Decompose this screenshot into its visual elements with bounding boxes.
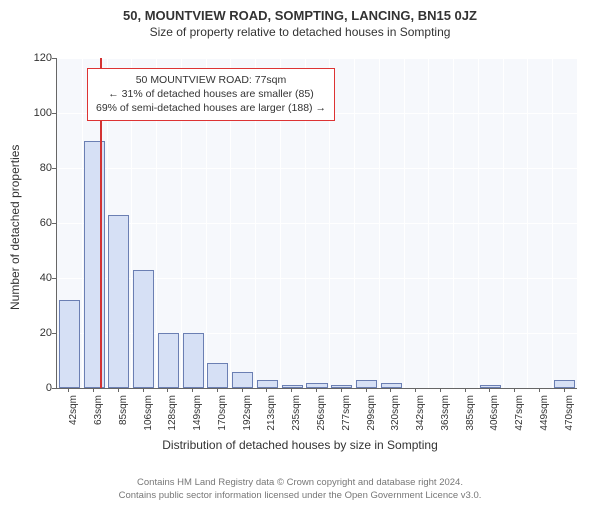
xtick-label: 85sqm [118,395,129,435]
bar [356,380,377,388]
bar [554,380,575,388]
ytick-label: 60 [12,217,52,229]
ytick-mark [52,113,56,114]
gridline-vertical [354,58,355,388]
xtick-label: 149sqm [192,395,203,435]
ytick-label: 80 [12,162,52,174]
xtick-mark [564,388,565,392]
xtick-label: 363sqm [440,395,451,435]
plot-area: 50 MOUNTVIEW ROAD: 77sqm ← 31% of detach… [56,58,577,389]
xtick-label: 406sqm [489,395,500,435]
xtick-label: 427sqm [514,395,525,435]
xtick-label: 385sqm [465,395,476,435]
xtick-mark [440,388,441,392]
xtick-mark [266,388,267,392]
bar [158,333,179,388]
footer-attribution: Contains HM Land Registry data © Crown c… [0,477,600,502]
bar [331,385,352,388]
gridline-vertical [453,58,454,388]
gridline-horizontal [57,223,577,224]
xtick-mark [217,388,218,392]
chart-title-main: 50, MOUNTVIEW ROAD, SOMPTING, LANCING, B… [0,8,600,23]
ytick-label: 40 [12,272,52,284]
xtick-label: 256sqm [316,395,327,435]
bar [183,333,204,388]
ytick-mark [52,58,56,59]
bar [108,215,129,388]
xtick-mark [316,388,317,392]
footer-line2: Contains public sector information licen… [0,490,600,502]
xtick-mark [489,388,490,392]
xtick-label: 299sqm [366,395,377,435]
annotation-line3: 69% of semi-detached houses are larger (… [96,101,326,115]
gridline-vertical [379,58,380,388]
xtick-mark [539,388,540,392]
ytick-mark [52,223,56,224]
ytick-mark [52,168,56,169]
xtick-label: 128sqm [167,395,178,435]
gridline-vertical [82,58,83,388]
xtick-mark [118,388,119,392]
gridline-vertical [503,58,504,388]
xtick-mark [341,388,342,392]
gridline-vertical [428,58,429,388]
ytick-mark [52,278,56,279]
xtick-label: 63sqm [93,395,104,435]
xtick-label: 277sqm [341,395,352,435]
ytick-mark [52,388,56,389]
xtick-label: 213sqm [266,395,277,435]
xtick-label: 170sqm [217,395,228,435]
chart-container: Number of detached properties 50 MOUNTVI… [0,50,600,450]
gridline-vertical [527,58,528,388]
ytick-label: 0 [12,382,52,394]
bar [133,270,154,388]
xtick-mark [167,388,168,392]
xtick-mark [415,388,416,392]
xtick-mark [143,388,144,392]
xtick-mark [291,388,292,392]
xtick-label: 42sqm [68,395,79,435]
gridline-vertical [577,58,578,388]
gridline-vertical [404,58,405,388]
ytick-label: 20 [12,327,52,339]
ytick-mark [52,333,56,334]
xtick-mark [465,388,466,392]
xtick-mark [514,388,515,392]
bar [232,372,253,389]
gridline-horizontal [57,168,577,169]
ytick-label: 120 [12,52,52,64]
xtick-label: 449sqm [539,395,550,435]
gridline-horizontal [57,58,577,59]
xtick-label: 342sqm [415,395,426,435]
bar [59,300,80,388]
x-axis-label: Distribution of detached houses by size … [0,438,600,452]
xtick-mark [366,388,367,392]
gridline-vertical [478,58,479,388]
xtick-label: 106sqm [143,395,154,435]
gridline-vertical [552,58,553,388]
xtick-mark [68,388,69,392]
xtick-label: 320sqm [390,395,401,435]
chart-title-sub: Size of property relative to detached ho… [0,25,600,39]
bar [207,363,228,388]
annotation-line2: ← 31% of detached houses are smaller (85… [96,87,326,101]
xtick-mark [93,388,94,392]
xtick-label: 470sqm [564,395,575,435]
bar [257,380,278,388]
xtick-label: 235sqm [291,395,302,435]
xtick-mark [390,388,391,392]
annotation-line1: 50 MOUNTVIEW ROAD: 77sqm [96,73,326,87]
ytick-label: 100 [12,107,52,119]
xtick-mark [192,388,193,392]
annotation-box: 50 MOUNTVIEW ROAD: 77sqm ← 31% of detach… [87,68,335,121]
xtick-mark [242,388,243,392]
footer-line1: Contains HM Land Registry data © Crown c… [0,477,600,489]
xtick-label: 192sqm [242,395,253,435]
